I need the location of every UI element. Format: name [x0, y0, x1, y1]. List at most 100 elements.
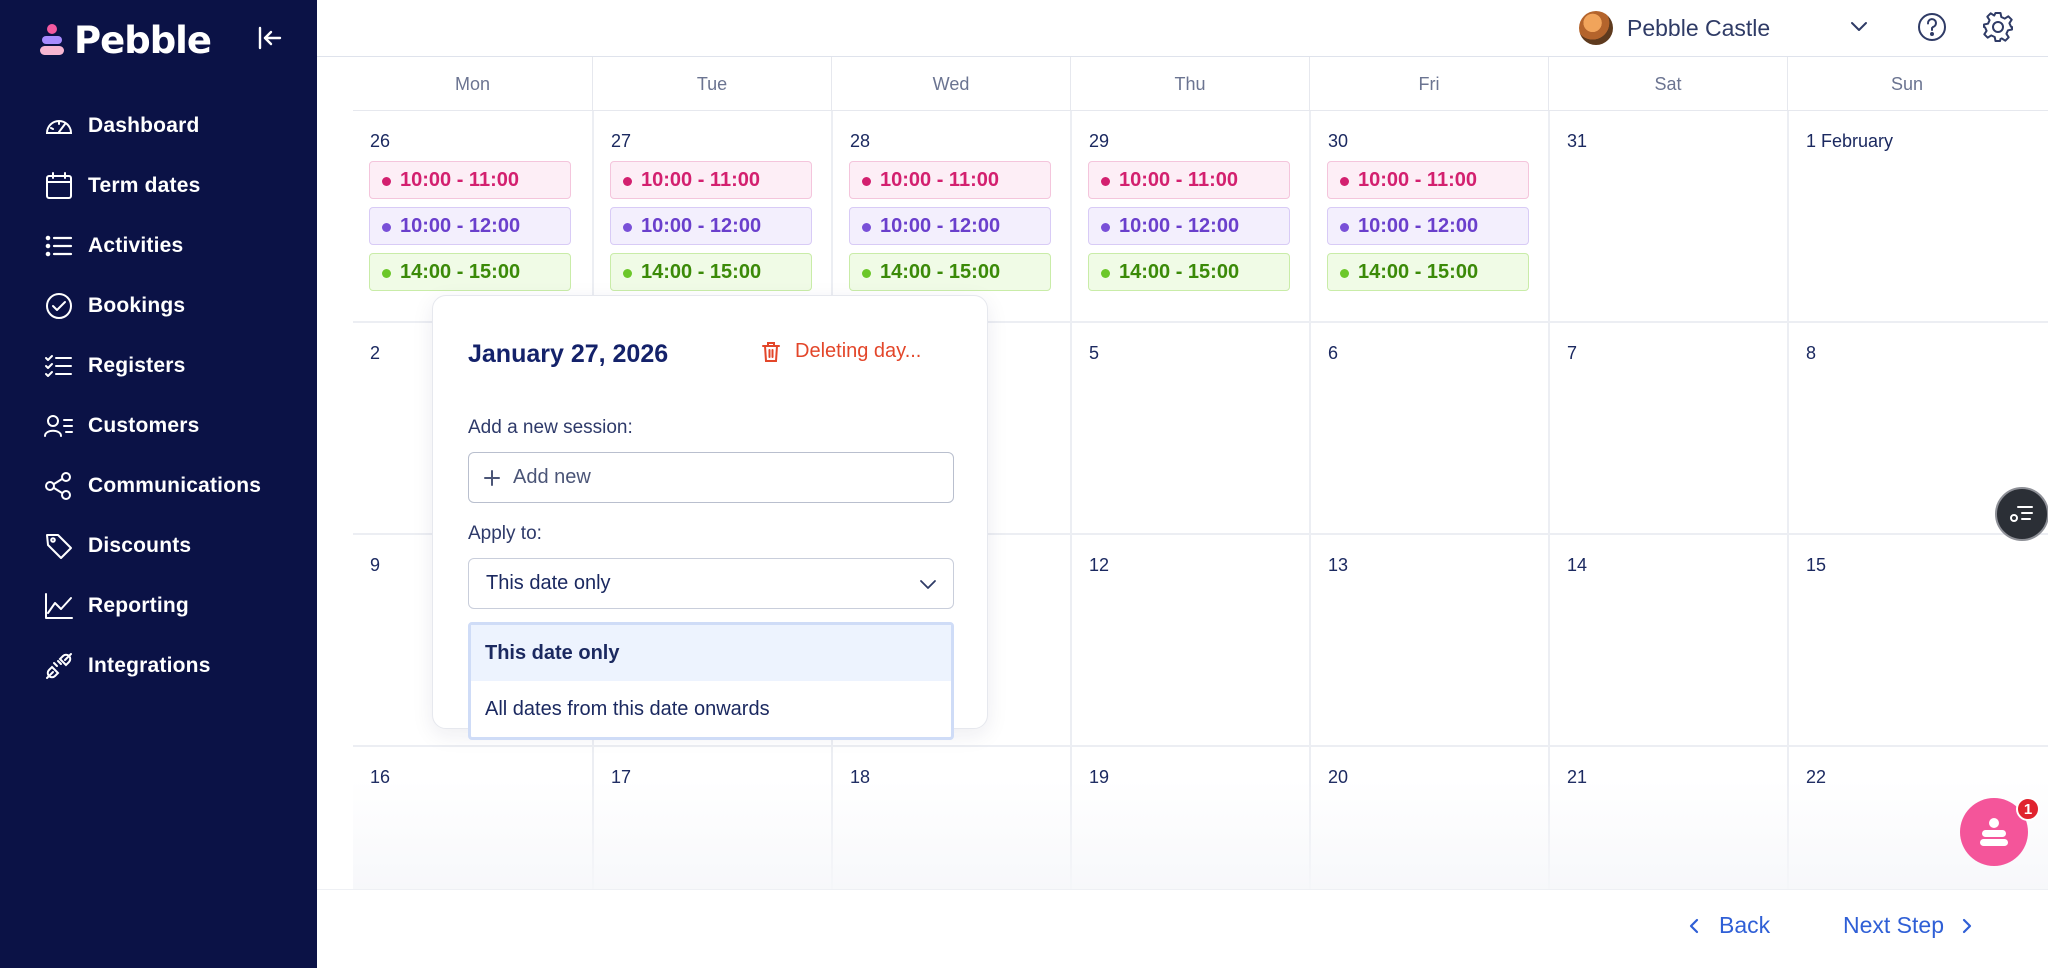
session-time: 10:00 - 12:00: [641, 214, 762, 237]
calendar-day[interactable]: 7: [1548, 323, 1787, 533]
calendar-day[interactable]: 1 February: [1787, 111, 2026, 321]
pebble-logo[interactable]: Pebble: [40, 18, 212, 62]
gear-icon[interactable]: [1981, 10, 2015, 44]
day-number: 8: [1806, 343, 1817, 363]
apply-option-this-date[interactable]: This date only: [471, 625, 951, 681]
sidebar-item-customers[interactable]: Customers: [44, 396, 304, 456]
sidebar-item-bookings[interactable]: Bookings: [44, 276, 304, 336]
session-chip[interactable]: 10:00 - 12:00: [610, 207, 812, 245]
sidebar: Pebble Dashboard Term dates Activities: [0, 0, 317, 968]
org-switcher[interactable]: Pebble Castle: [1579, 8, 1770, 48]
sidebar-item-term-dates[interactable]: Term dates: [44, 156, 304, 216]
session-chip[interactable]: 10:00 - 12:00: [1088, 207, 1290, 245]
session-chip[interactable]: 10:00 - 12:00: [1327, 207, 1529, 245]
day-number: 12: [1089, 555, 1110, 575]
tag-icon: [42, 529, 76, 563]
weekday-header: Mon Tue Wed Thu Fri Sat Sun: [353, 57, 2048, 111]
session-chip[interactable]: 14:00 - 15:00: [1327, 253, 1529, 291]
sidebar-item-discounts[interactable]: Discounts: [44, 516, 304, 576]
sidebar-item-communications[interactable]: Communications: [44, 456, 304, 516]
calendar-day[interactable]: 30 10:00 - 11:00 10:00 - 12:00 14:00 - 1…: [1309, 111, 1548, 321]
weekday-label: Mon: [454, 73, 490, 94]
calendar-day[interactable]: 16: [353, 747, 592, 889]
calendar-day[interactable]: 29 10:00 - 11:00 10:00 - 12:00 14:00 - 1…: [1070, 111, 1309, 321]
calendar-day[interactable]: 18: [831, 747, 1070, 889]
apply-to-dropdown: This date only All dates from this date …: [468, 622, 954, 740]
chevron-down-icon[interactable]: [1847, 14, 1871, 38]
sidebar-item-reporting[interactable]: Reporting: [44, 576, 304, 636]
calendar-day[interactable]: 5: [1070, 323, 1309, 533]
collapse-sidebar-button[interactable]: [254, 22, 286, 54]
chevron-down-icon: [920, 580, 936, 589]
day-number: 1 February: [1806, 131, 1894, 151]
sidebar-item-registers[interactable]: Registers: [44, 336, 304, 396]
next-step-button[interactable]: Next Step: [1843, 912, 1978, 939]
session-dot: [1340, 177, 1349, 186]
calendar-day[interactable]: 28 10:00 - 11:00 10:00 - 12:00 14:00 - 1…: [831, 111, 1070, 321]
session-dot: [623, 223, 632, 232]
session-chip[interactable]: 14:00 - 15:00: [849, 253, 1051, 291]
calendar-day[interactable]: 6: [1309, 323, 1548, 533]
session-chip[interactable]: 14:00 - 15:00: [1088, 253, 1290, 291]
session-time: 10:00 - 11:00: [880, 168, 999, 191]
sidebar-item-label: Customers: [88, 414, 200, 437]
session-chip[interactable]: 10:00 - 11:00: [1327, 161, 1529, 199]
sidebar-nav: Dashboard Term dates Activities Bookings…: [44, 96, 304, 696]
session-chip[interactable]: 10:00 - 12:00: [849, 207, 1051, 245]
calendar-day[interactable]: 15: [1787, 535, 2026, 745]
session-chip[interactable]: 14:00 - 15:00: [610, 253, 812, 291]
session-chip[interactable]: 10:00 - 11:00: [610, 161, 812, 199]
calendar-icon: [42, 169, 76, 203]
session-time: 14:00 - 15:00: [1358, 260, 1479, 283]
session-chip[interactable]: 10:00 - 11:00: [369, 161, 571, 199]
session-chip[interactable]: 10:00 - 11:00: [1088, 161, 1290, 199]
collapse-left-icon: [258, 26, 282, 50]
add-session-label: Add a new session:: [468, 417, 633, 438]
plug-icon: [42, 649, 76, 683]
session-time: 10:00 - 12:00: [400, 214, 521, 237]
calendar-day[interactable]: 8: [1787, 323, 2026, 533]
calendar-day[interactable]: 27 10:00 - 11:00 10:00 - 12:00 14:00 - 1…: [592, 111, 831, 321]
weekday-label: Thu: [1070, 57, 1309, 111]
plus-icon: [484, 469, 500, 486]
calendar-day[interactable]: 12: [1070, 535, 1309, 745]
weekday-label: Sat: [1548, 57, 1787, 111]
sidebar-item-label: Communications: [88, 474, 262, 497]
calendar-day[interactable]: 17: [592, 747, 831, 889]
calendar-day[interactable]: 9: [353, 535, 592, 745]
day-number: 13: [1328, 555, 1349, 575]
filter-toggle-button[interactable]: [1995, 487, 2048, 541]
day-number: 27: [611, 131, 632, 151]
day-edit-popover: January 27, 2026 Deleting day... Add a n…: [432, 295, 988, 740]
apply-option-onwards[interactable]: All dates from this date onwards: [485, 697, 770, 720]
session-dot: [1340, 223, 1349, 232]
calendar-day[interactable]: 26 10:00 - 11:00 10:00 - 12:00 14:00 - 1…: [353, 111, 592, 321]
calendar-day[interactable]: 31: [1548, 111, 1787, 321]
day-number: 2: [370, 343, 381, 363]
popover-date: January 27, 2026: [468, 340, 669, 368]
calendar-day[interactable]: 2: [353, 323, 592, 533]
weekday-label: Tue: [592, 57, 831, 111]
day-number: 29: [1089, 131, 1110, 151]
help-icon[interactable]: [1915, 10, 1949, 44]
day-number: 6: [1328, 343, 1339, 363]
users-list-icon: [42, 409, 76, 443]
chat-icon: [1980, 818, 2008, 846]
add-session-input[interactable]: Add new: [468, 452, 954, 503]
session-chip[interactable]: 10:00 - 11:00: [849, 161, 1051, 199]
sidebar-item-integrations[interactable]: Integrations: [44, 636, 304, 696]
apply-to-select[interactable]: This date only: [468, 558, 954, 609]
apply-to-label: Apply to:: [468, 523, 542, 544]
pebble-logo-mark: [40, 22, 66, 58]
delete-day-button[interactable]: Deleting day...: [761, 340, 921, 363]
session-chip[interactable]: 10:00 - 12:00: [369, 207, 571, 245]
calendar-day[interactable]: 14: [1548, 535, 1787, 745]
calendar-day[interactable]: 13: [1309, 535, 1548, 745]
sidebar-item-activities[interactable]: Activities: [44, 216, 304, 276]
calendar-day[interactable]: 19: [1070, 747, 1309, 889]
calendar-day[interactable]: 21: [1548, 747, 1787, 889]
calendar-day[interactable]: 20: [1309, 747, 1548, 889]
back-button[interactable]: Back: [1683, 912, 1770, 939]
sidebar-item-dashboard[interactable]: Dashboard: [44, 96, 304, 156]
session-chip[interactable]: 14:00 - 15:00: [369, 253, 571, 291]
